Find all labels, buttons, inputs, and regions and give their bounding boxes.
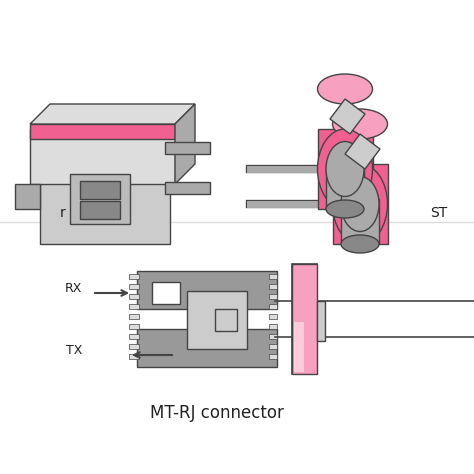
Bar — [129, 274, 139, 279]
Bar — [269, 284, 277, 289]
Polygon shape — [345, 134, 380, 169]
Bar — [129, 314, 139, 319]
Bar — [165, 142, 210, 154]
Bar — [129, 324, 139, 329]
Ellipse shape — [332, 109, 388, 139]
Bar — [317, 301, 325, 341]
Bar — [40, 174, 170, 244]
Bar — [129, 354, 139, 359]
Ellipse shape — [326, 200, 364, 218]
Bar — [269, 344, 277, 349]
Ellipse shape — [318, 129, 373, 209]
Bar — [269, 354, 277, 359]
Bar — [137, 271, 277, 309]
Bar — [80, 201, 120, 219]
Bar — [15, 184, 40, 209]
Bar — [326, 164, 364, 209]
Bar — [129, 304, 139, 309]
Text: MT-RJ connector: MT-RJ connector — [150, 404, 284, 422]
Bar — [269, 314, 277, 319]
Bar — [269, 334, 277, 339]
Bar — [292, 264, 317, 374]
Ellipse shape — [332, 164, 388, 244]
Ellipse shape — [341, 176, 379, 231]
Ellipse shape — [326, 142, 364, 197]
Bar — [341, 199, 379, 244]
Bar — [30, 129, 175, 184]
Ellipse shape — [341, 235, 379, 253]
Text: r: r — [60, 206, 66, 220]
Bar — [269, 274, 277, 279]
Text: RX: RX — [64, 283, 82, 295]
Bar — [137, 329, 277, 367]
Polygon shape — [330, 99, 365, 134]
Ellipse shape — [318, 74, 373, 104]
Bar — [165, 182, 210, 194]
Bar — [269, 304, 277, 309]
Text: TX: TX — [65, 345, 82, 357]
Bar — [70, 174, 130, 224]
Bar — [269, 324, 277, 329]
Text: ST: ST — [430, 206, 447, 220]
Bar — [333, 164, 388, 244]
Bar — [30, 124, 175, 139]
Polygon shape — [175, 104, 195, 184]
Bar — [318, 129, 373, 209]
Polygon shape — [30, 104, 195, 124]
Bar — [292, 264, 317, 374]
Bar — [152, 282, 180, 304]
Bar — [129, 284, 139, 289]
Bar — [187, 291, 247, 349]
Bar — [294, 322, 304, 372]
Bar — [215, 309, 237, 331]
Bar — [129, 334, 139, 339]
Bar — [129, 344, 139, 349]
Bar — [80, 181, 120, 199]
Bar — [269, 294, 277, 299]
Bar — [129, 294, 139, 299]
